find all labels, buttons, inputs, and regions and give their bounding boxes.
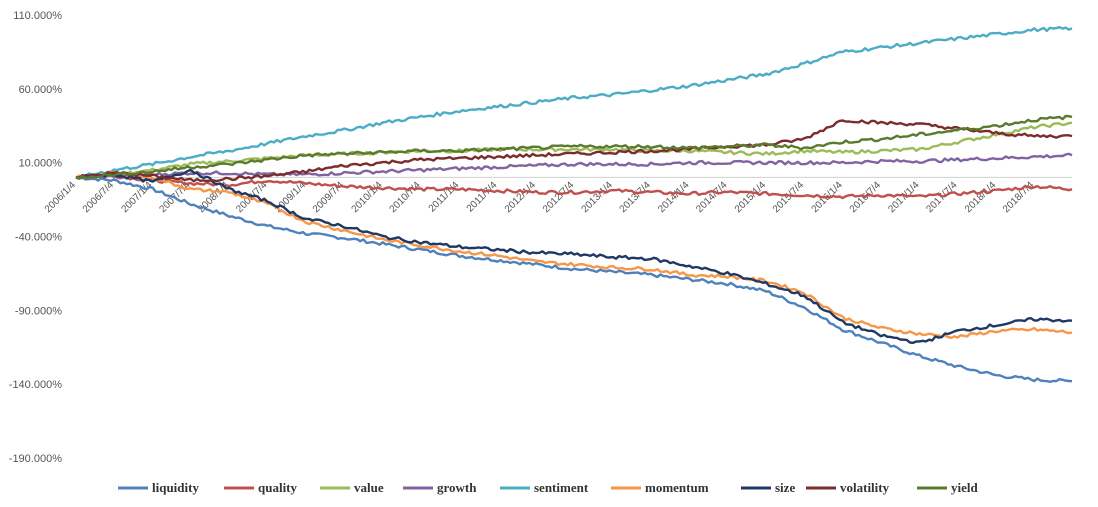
y-tick-label: -40.000% [15,232,62,244]
series-line-growth [75,152,1073,180]
y-tick-label: 10.000% [19,158,63,170]
series-line-sentiment [75,26,1073,179]
y-tick-label: -190.000% [9,453,62,465]
series-line-momentum [75,170,1073,339]
y-tick-label: 60.000% [19,84,63,96]
series-line-liquidity [75,176,1073,383]
series-line-quality [75,174,1073,200]
y-tick-label: -90.000% [15,305,62,317]
y-tick-label: -140.000% [9,379,62,391]
legend-label-value: value [354,480,384,495]
legend-label-sentiment: sentiment [534,480,589,495]
series-lines [75,26,1073,383]
y-tick-label: 110.000% [13,10,62,22]
legend-label-liquidity: liquidity [152,480,199,495]
legend-label-growth: growth [437,480,477,495]
series-line-yield [75,114,1073,180]
series-line-size [75,168,1073,344]
series-line-volatility [75,119,1073,183]
legend-label-momentum: momentum [645,480,709,495]
y-axis-ticks: 110.000% 60.000% 10.000% -40.000% -90.000% -1… [9,10,62,465]
legend-label-volatility: volatility [840,480,890,495]
legend-label-yield: yield [951,480,978,495]
legend-label-quality: quality [258,480,298,495]
legend-label-size: size [775,480,795,495]
chart-legend: liquidity quality value growth sentiment mome… [118,480,978,495]
